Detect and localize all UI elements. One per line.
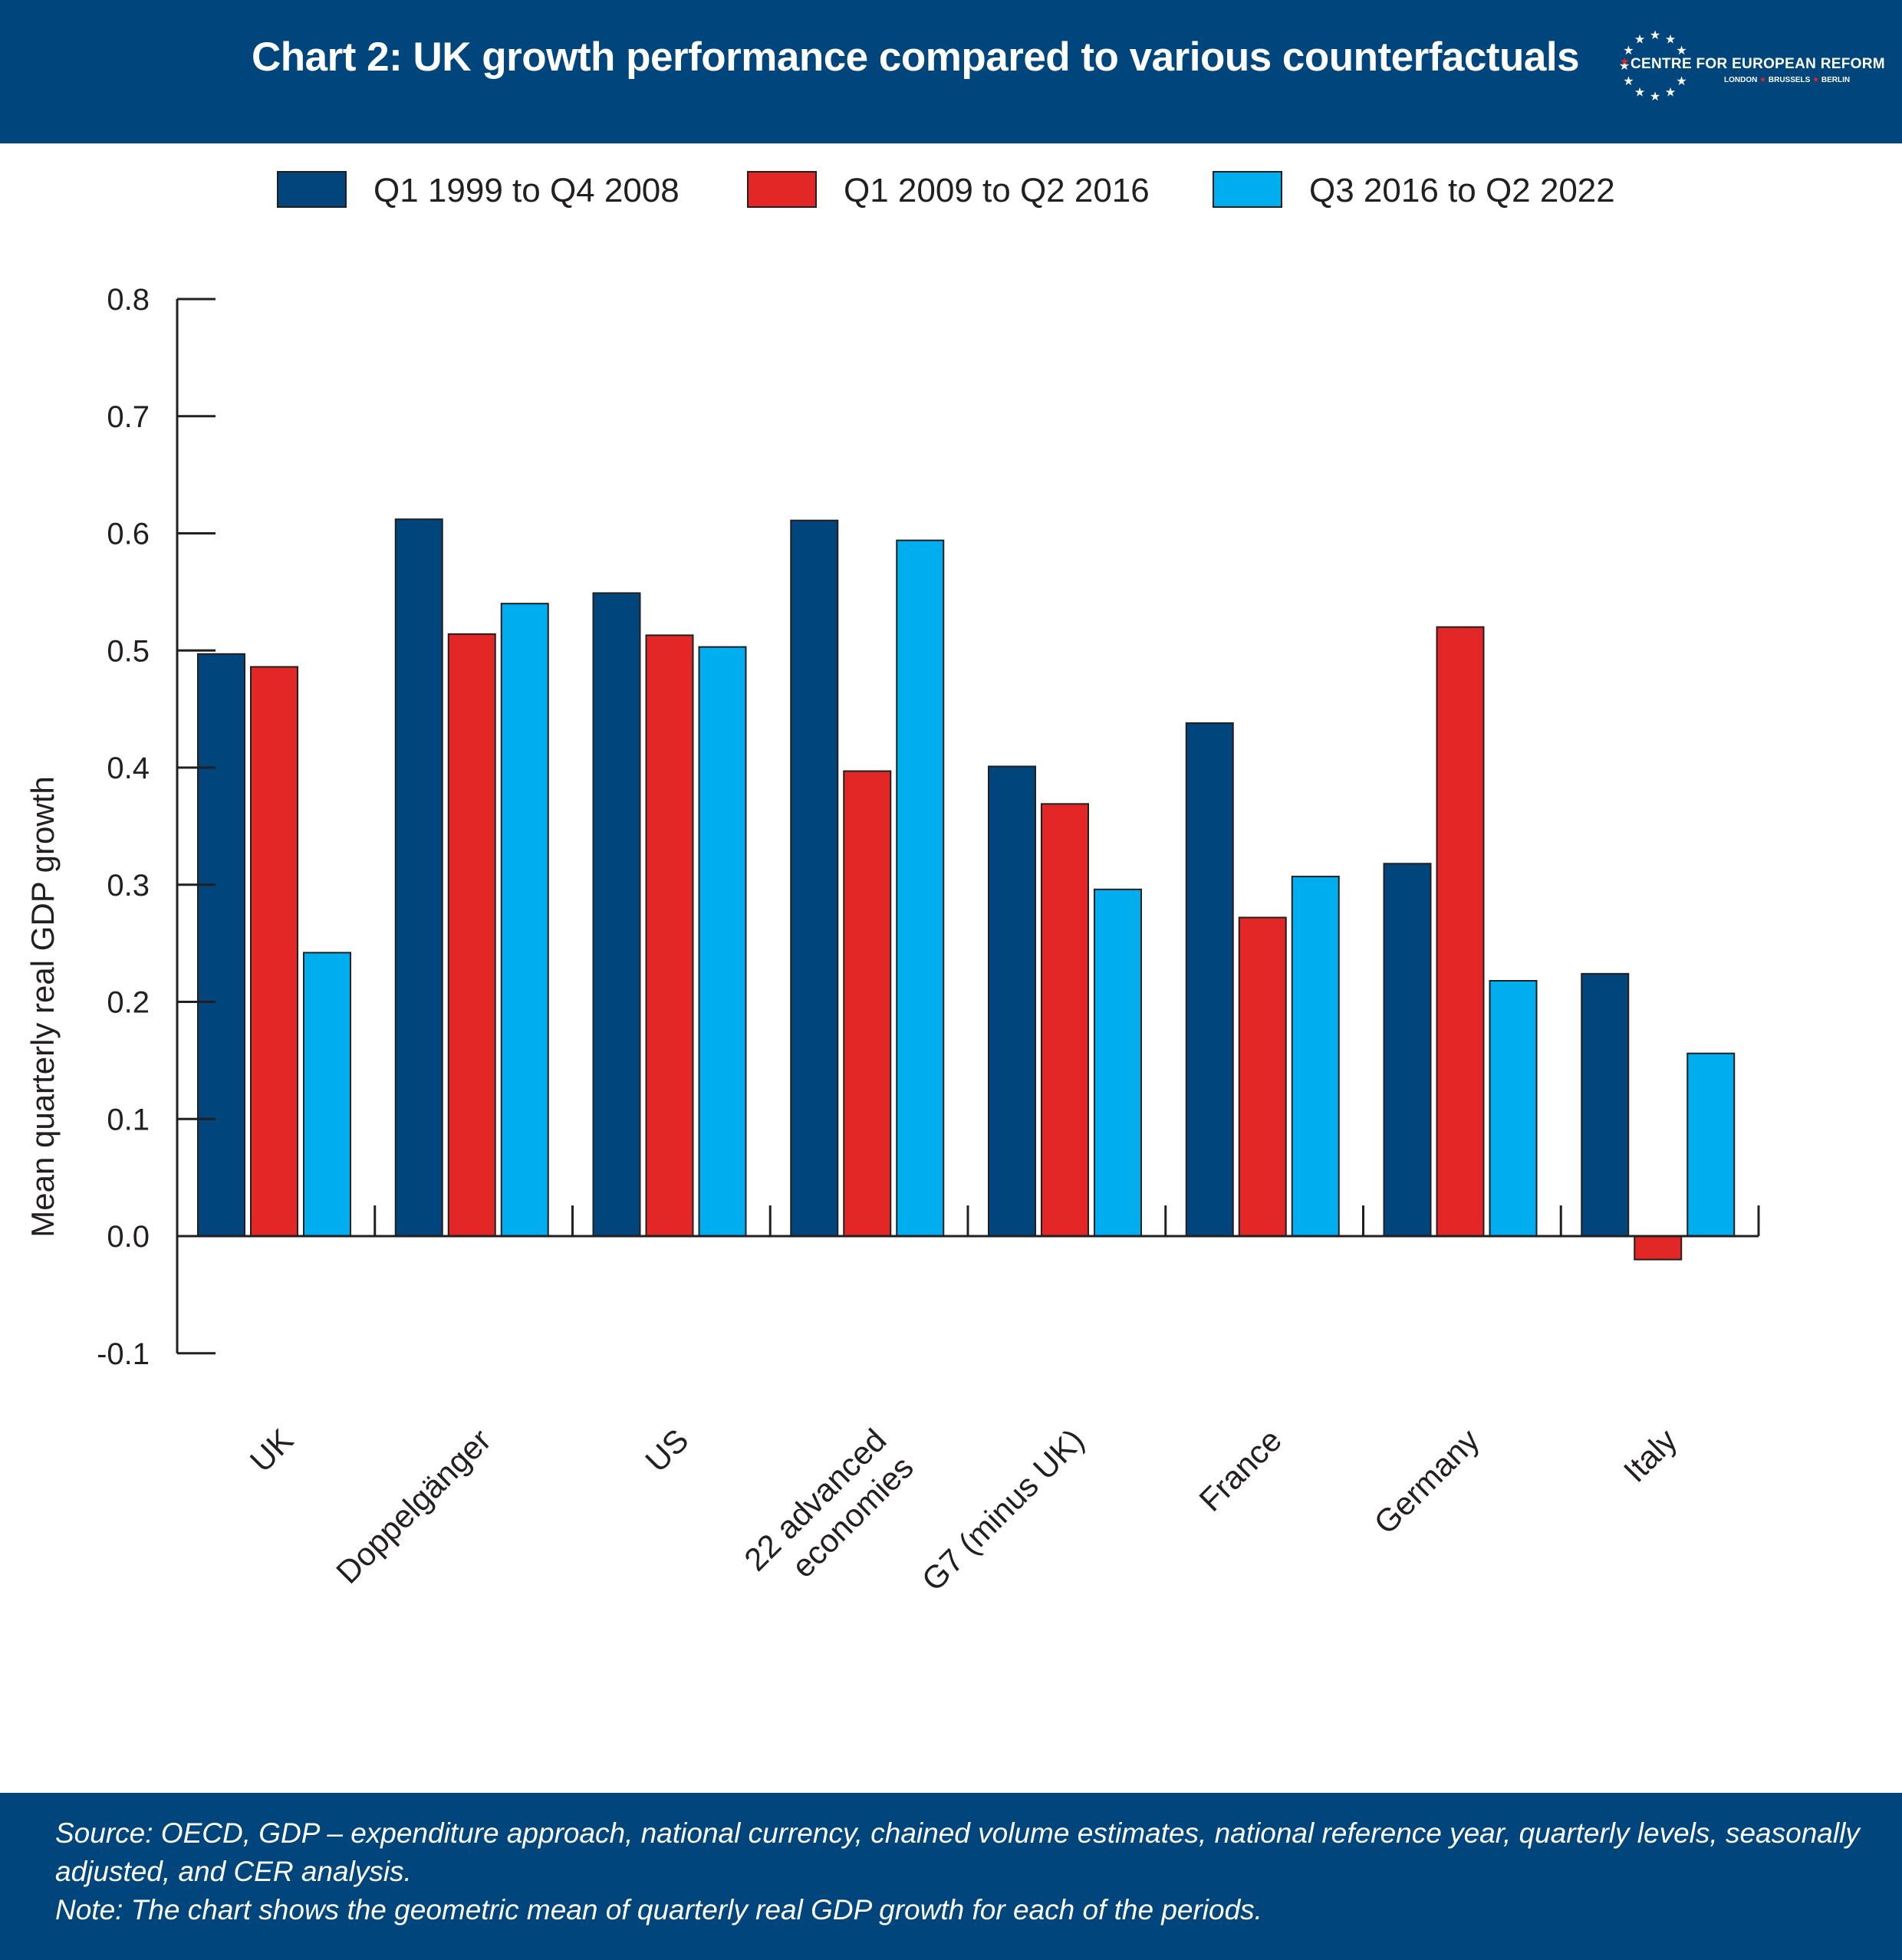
bar-2-3 <box>645 634 694 1237</box>
bar-3-6 <box>1291 876 1340 1237</box>
source-note-line-1: Source: OECD, GDP – expenditure approach… <box>55 1817 1860 1849</box>
bar-3-7 <box>1489 980 1538 1237</box>
logo-star-icon: ★ <box>1665 33 1676 46</box>
bars-group <box>197 518 1736 1261</box>
y-tick-label: 0.6 <box>107 518 150 551</box>
logo-star-icon: ★ <box>1623 75 1634 88</box>
bar-3-3 <box>698 646 747 1237</box>
chart-header: Chart 2: UK growth performance compared … <box>0 0 1902 143</box>
bar-3-5 <box>1094 888 1142 1237</box>
bar-1-8 <box>1581 972 1630 1237</box>
bar-2-8 <box>1634 1235 1683 1261</box>
city-separator-icon: ★ <box>1812 76 1821 84</box>
cer-logo-cities: LONDON ★ BRUSSELS ★ BERLIN <box>1724 76 1850 84</box>
logo-star-icon: ★ <box>1676 44 1686 58</box>
x-category-label: Doppelgänger <box>329 1422 498 1590</box>
cer-city-london: LONDON <box>1724 76 1758 84</box>
logo-star-icon: ★ <box>1623 44 1634 58</box>
logo-star-icon: ★ <box>1650 29 1660 42</box>
bar-1-3 <box>592 592 641 1237</box>
chart-title: Chart 2: UK growth performance compared … <box>252 35 1580 80</box>
legend-label-2: Q1 2009 to Q2 2016 <box>844 172 1150 209</box>
bar-2-1 <box>250 666 298 1237</box>
logo-star-icon: ★ <box>1665 87 1676 100</box>
logo-star-icon: ★ <box>1634 33 1645 46</box>
y-tick-label: 0.5 <box>107 634 150 668</box>
bar-3-4 <box>896 539 945 1237</box>
legend-swatch-2 <box>747 171 817 208</box>
y-tick-label: 0.4 <box>107 751 150 785</box>
bar-2-6 <box>1238 916 1287 1238</box>
source-note-line-2: adjusted, and CER analysis. <box>55 1856 412 1887</box>
bar-1-6 <box>1185 722 1234 1237</box>
bar-2-5 <box>1041 803 1089 1237</box>
chart-note: Note: The chart shows the geometric mean… <box>55 1894 1262 1925</box>
x-category-label: France <box>1192 1422 1288 1518</box>
logo-red-star-icon: ★ <box>1620 55 1630 67</box>
x-category-label: G7 (minus UK) <box>915 1422 1091 1598</box>
x-category-label: US <box>638 1422 696 1479</box>
y-tick-label: 0.2 <box>107 986 150 1020</box>
bar-1-7 <box>1383 863 1432 1237</box>
bar-2-7 <box>1436 626 1485 1237</box>
x-category-label: UK <box>243 1422 301 1479</box>
y-tick-label: -0.1 <box>97 1337 150 1371</box>
cer-logo: ★ ★★★★★★★★★★★ <box>1619 29 1687 104</box>
y-tick-label: 0.3 <box>107 869 150 903</box>
y-tick-label: 0.1 <box>107 1103 150 1136</box>
bar-2-4 <box>843 770 892 1237</box>
legend-swatch-3 <box>1213 171 1282 208</box>
city-separator-icon: ★ <box>1759 76 1769 84</box>
legend-label-1: Q1 1999 to Q4 2008 <box>373 172 680 209</box>
logo-star-icon: ★ <box>1634 87 1645 100</box>
cer-city-berlin: BERLIN <box>1821 76 1851 84</box>
bar-3-1 <box>303 952 351 1237</box>
y-tick-label: 0.0 <box>107 1220 150 1254</box>
bar-1-4 <box>790 519 839 1237</box>
y-axis-label: Mean quarterly real GDP growth <box>25 776 61 1238</box>
legend-label-3: Q3 2016 to Q2 2022 <box>1309 172 1615 209</box>
x-category-label: Italy <box>1617 1422 1684 1489</box>
logo-star-icon: ★ <box>1676 75 1686 88</box>
bar-1-1 <box>197 653 245 1237</box>
bar-1-5 <box>988 765 1036 1237</box>
cer-city-brussels: BRUSSELS <box>1768 76 1811 84</box>
chart-footer: Source: OECD, GDP – expenditure approach… <box>0 1793 1902 1960</box>
x-category-label: 22 advancedeconomies <box>737 1422 920 1605</box>
y-tick-label: 0.7 <box>107 400 150 434</box>
bar-2-2 <box>447 633 496 1237</box>
y-tick-label: 0.8 <box>107 283 150 317</box>
chart-legend: Q1 1999 to Q4 2008 Q1 2009 to Q2 2016 Q3 2… <box>277 171 1615 209</box>
legend-swatch-1 <box>277 171 347 208</box>
logo-star-icon: ★ <box>1619 60 1630 73</box>
bar-chart: Q1 1999 to Q4 2008 Q1 2009 to Q2 2016 Q3 2… <box>25 171 1760 1605</box>
x-category-label: Germany <box>1367 1422 1486 1541</box>
bar-1-2 <box>394 518 443 1238</box>
bar-3-2 <box>500 603 549 1237</box>
logo-star-icon: ★ <box>1650 90 1660 104</box>
bar-3-8 <box>1686 1052 1736 1237</box>
cer-logo-name: CENTRE FOR EUROPEAN REFORM <box>1631 56 1885 72</box>
